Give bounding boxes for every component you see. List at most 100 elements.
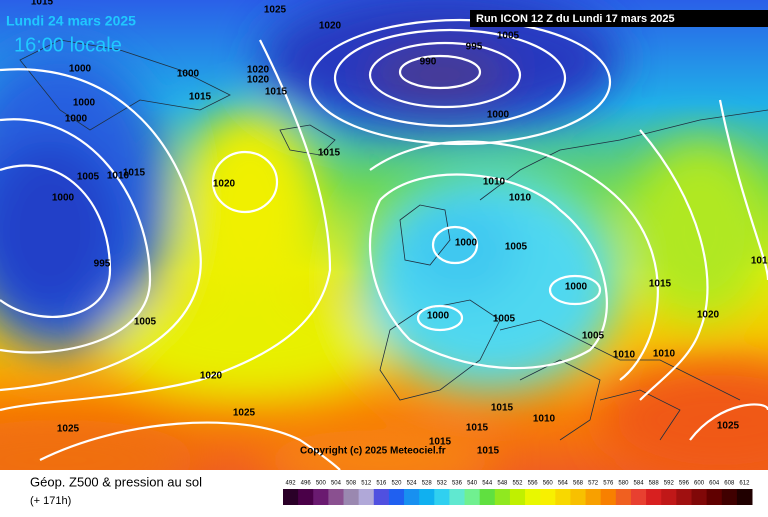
isobar-label: 990 — [420, 57, 437, 68]
legend-label: 576 — [603, 481, 614, 487]
run-box — [470, 10, 768, 27]
isobar-label: 1010 — [107, 171, 130, 182]
legend-swatch — [358, 489, 375, 505]
isobar-label: 1020 — [247, 65, 270, 76]
isobar-label: 1025 — [233, 408, 256, 419]
isobar-label: 1020 — [697, 310, 720, 321]
legend-label: 584 — [634, 481, 645, 487]
legend-swatch — [494, 489, 511, 505]
legend-swatch — [570, 489, 587, 505]
legend-swatch — [555, 489, 571, 505]
isobar-label: 1015 — [466, 423, 489, 434]
legend-label: 564 — [558, 481, 569, 487]
legend-swatch — [283, 489, 299, 505]
legend-label: 608 — [724, 481, 735, 487]
legend-label: 540 — [467, 481, 478, 487]
isobar-label: 1010 — [509, 193, 532, 204]
legend-label: 528 — [422, 481, 433, 487]
isobar-label: 1005 — [493, 314, 516, 325]
legend-label: 560 — [543, 481, 554, 487]
legend-swatch — [691, 489, 708, 505]
color-legend: 492 496 500 504 508 512 516 520 524 528 532 536 540 5… — [283, 481, 753, 505]
forecast-date: Lundi 24 mars 2025 — [6, 13, 136, 29]
legend-label: 568 — [573, 481, 584, 487]
isobar-label: 1005 — [77, 172, 100, 183]
run-info: Run ICON 12 Z du Lundi 17 mars 2025 — [476, 13, 675, 25]
isobar-label: 1015 — [649, 279, 672, 290]
legend-label: 520 — [391, 481, 402, 487]
legend-swatch — [449, 489, 466, 505]
isobar-label: 1020 — [319, 21, 342, 32]
legend-label: 596 — [679, 481, 690, 487]
isobar-label: 1005 — [505, 242, 528, 253]
isobars — [0, 18, 768, 470]
legend-label: 492 — [286, 481, 297, 487]
isobar-label: 1010 — [751, 256, 768, 267]
isobar-label: 1005 — [497, 31, 520, 42]
legend-swatch — [525, 489, 541, 505]
isobar-label: 995 — [94, 259, 111, 270]
legend-label: 532 — [437, 481, 448, 487]
legend-swatch — [313, 489, 329, 505]
legend-swatch — [646, 489, 662, 505]
isobar-label: 1010 — [613, 350, 636, 361]
isobar-label: 1000 — [455, 238, 478, 249]
legend-label: 556 — [528, 481, 539, 487]
isobar-label: 1025 — [264, 5, 287, 16]
legend-swatch — [404, 489, 420, 505]
isobar-label: 1025 — [57, 424, 80, 435]
legend-swatch — [661, 489, 677, 505]
isobar-label: 1000 — [69, 64, 92, 75]
legend-swatch — [509, 489, 526, 505]
legend-label: 588 — [649, 481, 660, 487]
isobar-label: 1015 — [31, 0, 54, 8]
isobar-label: 1010 — [533, 414, 556, 425]
legend-swatch — [585, 489, 602, 505]
isobar-label: 1015 — [429, 437, 452, 448]
isobar-label: 1000 — [177, 69, 200, 80]
isobar-label: 1020 — [200, 371, 223, 382]
legend-swatch — [479, 489, 496, 505]
isobar-label: 1010 — [483, 177, 506, 188]
legend-label: 500 — [316, 481, 327, 487]
isobar-label: 1000 — [73, 98, 96, 109]
legend-swatch — [630, 489, 647, 505]
isobar-label: 1015 — [265, 87, 288, 98]
legend-swatch — [706, 489, 723, 505]
isobar-label: 1005 — [134, 317, 157, 328]
isobar-label: 1000 — [52, 193, 75, 204]
copyright: Copyright (c) 2025 Meteociel.fr — [300, 446, 446, 457]
legend-label: 552 — [512, 481, 523, 487]
legend-swatch — [464, 489, 481, 505]
legend-swatch — [721, 489, 738, 505]
legend-swatch — [298, 489, 314, 505]
forecast-time: 16:00 locale — [14, 34, 122, 56]
legend-swatch — [343, 489, 360, 505]
legend-swatch — [388, 489, 405, 505]
legend-label: 516 — [376, 481, 387, 487]
legend-label: 572 — [588, 481, 599, 487]
legend-label: 512 — [361, 481, 372, 487]
isobar-label: 1015 — [491, 403, 514, 414]
isobar-label: 995 — [466, 42, 483, 53]
legend-swatch — [615, 489, 632, 505]
isobar-label: 1020 — [247, 75, 270, 86]
legend-swatch — [600, 489, 617, 505]
legend-swatch — [434, 489, 450, 505]
legend-label: 600 — [694, 481, 705, 487]
legend-label: 536 — [452, 481, 463, 487]
legend-label: 548 — [497, 481, 508, 487]
legend-swatch — [373, 489, 390, 505]
isobar-label: 1000 — [565, 282, 588, 293]
isobar-label: 1015 — [123, 168, 146, 179]
legend-label: 580 — [618, 481, 629, 487]
legend-swatch — [676, 489, 692, 505]
legend-swatch — [328, 489, 345, 505]
legend-swatch — [736, 489, 753, 505]
legend-swatch — [540, 489, 556, 505]
isobar-label: 1015 — [189, 92, 212, 103]
legend-label: 612 — [739, 481, 750, 487]
